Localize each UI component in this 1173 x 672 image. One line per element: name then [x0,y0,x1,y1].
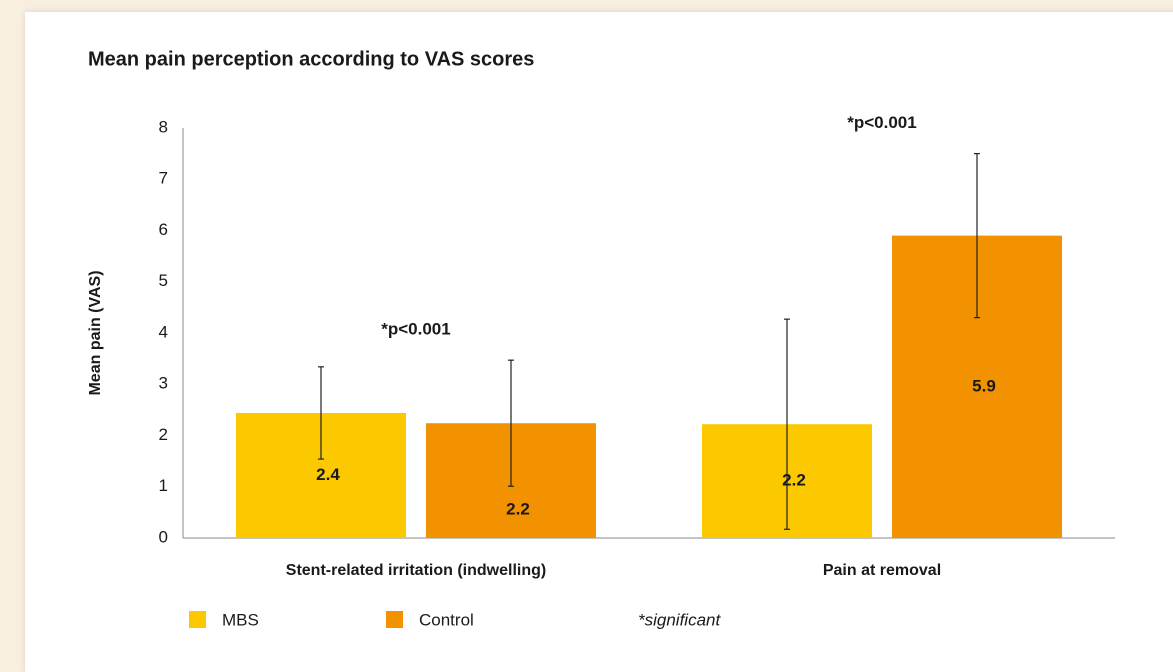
legend-label: Control [419,610,474,629]
annotation: *p<0.001 [847,113,916,132]
footnote: *significant [638,610,721,629]
y-tick-label: 4 [159,322,168,341]
chart-title: Mean pain perception according to VAS sc… [88,48,534,70]
y-tick-label: 5 [159,271,168,290]
y-axis-label: Mean pain (VAS) [87,270,104,395]
legend-label: MBS [222,610,259,629]
y-tick-label: 7 [159,169,168,188]
legend-swatch [189,611,206,628]
annotation: *p<0.001 [381,320,450,339]
x-tick-label: Pain at removal [823,562,941,579]
value-label: 2.2 [782,471,806,490]
legend-swatch [386,611,403,628]
value-label: 5.9 [972,376,996,395]
x-tick-label: Stent-related irritation (indwelling) [286,562,546,579]
y-tick-label: 3 [159,374,168,393]
y-tick-label: 2 [159,425,168,444]
y-tick-label: 0 [159,527,168,546]
y-tick-label: 8 [159,117,168,136]
y-tick-label: 6 [159,220,168,239]
y-tick-label: 1 [159,476,168,495]
value-label: 2.4 [316,465,340,484]
value-label: 2.2 [506,500,530,519]
